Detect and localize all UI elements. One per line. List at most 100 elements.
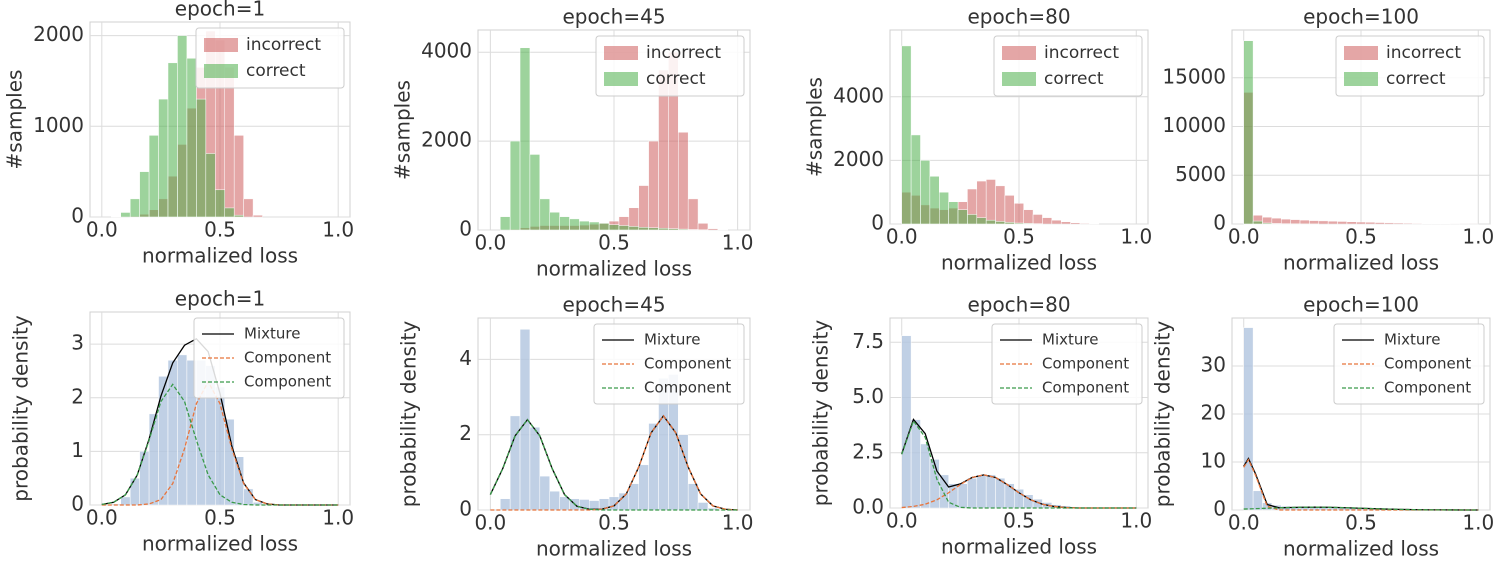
y-tick-label: 0 (459, 497, 472, 521)
x-tick-label: 0.0 (474, 511, 506, 535)
bar (910, 134, 921, 225)
y-tick-label: 0 (459, 217, 472, 241)
bar (901, 45, 912, 225)
bar (1023, 223, 1034, 225)
bar (1014, 203, 1024, 225)
bar (948, 483, 959, 509)
x-tick-label: 0.0 (886, 225, 918, 249)
y-tick-label: 4000 (833, 83, 884, 107)
legend-label: incorrect (1386, 43, 1461, 63)
bar (1032, 214, 1043, 225)
bar (995, 221, 1006, 225)
y-tick-label: 7.5 (852, 329, 884, 353)
bar (678, 228, 689, 231)
x-tick-label: 0.0 (86, 218, 118, 242)
x-axis-label: normalized loss (941, 251, 1097, 275)
bar (910, 419, 921, 509)
bar (948, 201, 959, 225)
chart-title: epoch=80 (967, 293, 1070, 317)
bar (967, 214, 978, 225)
bar (678, 434, 689, 511)
bar (995, 185, 1006, 225)
y-tick-label: 20 (1201, 401, 1226, 425)
bar (985, 474, 996, 509)
bar (707, 228, 719, 231)
x-tick-label: 1.0 (722, 231, 754, 255)
bar (539, 475, 550, 511)
bar (976, 217, 987, 225)
bar (1060, 221, 1071, 225)
y-tick-label: 2000 (421, 128, 472, 152)
legend-label: Component (244, 373, 331, 391)
y-tick-label: 4 (459, 346, 472, 370)
bar (1051, 219, 1062, 225)
bar (1299, 219, 1310, 225)
x-tick-label: 0.0 (1228, 225, 1260, 249)
y-tick-label: 0 (71, 492, 84, 516)
bar (233, 214, 244, 218)
bar (1384, 222, 1395, 225)
legend-box (593, 323, 745, 405)
y-tick-label: 0 (1213, 211, 1226, 235)
subplot: 0.0 0.5 1.0 0 2000 4000 epoch=80 normalized los… (803, 5, 1153, 275)
y-axis-label: probability density (1151, 321, 1175, 508)
x-tick-label: 0.0 (86, 506, 118, 530)
bar (224, 207, 235, 218)
bar (177, 354, 188, 506)
bar (579, 220, 590, 231)
bar (569, 218, 580, 231)
x-axis-label: normalized loss (941, 535, 1097, 559)
legend-label: Mixture (1042, 331, 1098, 349)
bar (167, 62, 178, 218)
bar (687, 483, 699, 511)
bar (559, 216, 570, 231)
x-tick-label: 1.0 (722, 511, 754, 535)
x-tick-label: 0.0 (474, 231, 506, 255)
bar (1023, 209, 1034, 225)
bar (697, 223, 709, 231)
bar (1243, 40, 1254, 225)
x-tick-label: 0.5 (598, 511, 630, 535)
x-axis-label: normalized loss (1283, 251, 1439, 275)
x-tick-label: 0.5 (1003, 509, 1035, 533)
bar (148, 413, 159, 506)
bar (957, 483, 968, 509)
bar (589, 221, 600, 231)
y-tick-label: 2000 (833, 147, 884, 171)
bar (608, 224, 620, 231)
bar (638, 464, 649, 511)
legend-label: incorrect (246, 35, 321, 55)
legend-label: correct (1386, 69, 1446, 89)
bar (1393, 222, 1404, 225)
bar (549, 490, 560, 511)
bar (687, 198, 699, 231)
bar (177, 35, 188, 218)
bar (120, 496, 131, 506)
y-tick-label: 1000 (33, 113, 84, 137)
legend-label: Component (1384, 379, 1471, 397)
legend-swatch (1344, 46, 1378, 60)
y-tick-label: 0 (1213, 497, 1226, 521)
bar (252, 214, 263, 218)
legend-swatch (1002, 72, 1036, 86)
legend-label: Component (1042, 379, 1129, 397)
bar (1290, 219, 1301, 225)
x-tick-label: 0.0 (1228, 511, 1260, 535)
bar (158, 98, 169, 218)
bar (539, 198, 550, 231)
bar (1346, 221, 1357, 225)
bar (618, 225, 630, 231)
bar (120, 212, 131, 218)
y-tick-label: 10000 (1162, 113, 1226, 137)
y-axis-label: probability density (809, 320, 833, 507)
bar (243, 488, 254, 506)
bar (648, 140, 659, 231)
density-curve (101, 383, 339, 506)
y-tick-label: 30 (1201, 353, 1226, 377)
bar (1271, 217, 1282, 225)
chart-title: epoch=1 (175, 0, 265, 21)
bar (1252, 490, 1263, 511)
bar (549, 211, 560, 231)
x-axis-label: normalized loss (142, 244, 298, 268)
chart-title: epoch=1 (175, 287, 265, 311)
